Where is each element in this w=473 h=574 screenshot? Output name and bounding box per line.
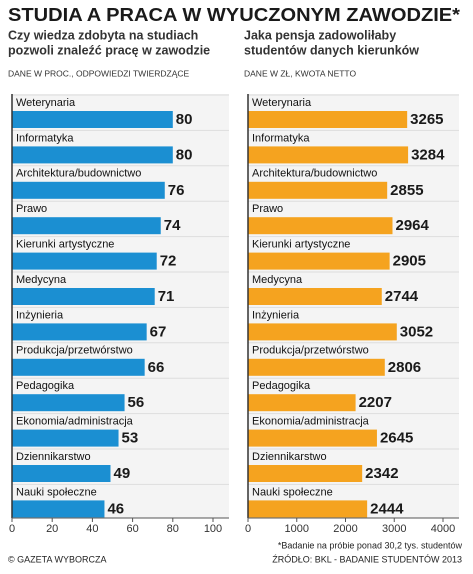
category-label: Pedagogika: [252, 380, 311, 392]
bar: [12, 181, 165, 199]
bar: [248, 217, 393, 235]
category-label: Weterynaria: [252, 97, 312, 109]
x-tick-label: 1000: [285, 523, 309, 535]
value-label: 76: [168, 182, 185, 199]
category-label: Inżynieria: [252, 309, 300, 321]
category-label: Produkcja/przetwórstwo: [252, 345, 369, 357]
category-label: Kierunki artystyczne: [16, 239, 114, 251]
category-label: Prawo: [252, 203, 283, 215]
category-label: Produkcja/przetwórstwo: [16, 345, 133, 357]
credit: © GAZETA WYBORCZA: [8, 554, 106, 564]
chart-subtitle: pozwoli znaleźć pracę w zawodzie: [8, 43, 210, 57]
bar: [12, 500, 105, 518]
value-label: 53: [122, 430, 139, 447]
category-label: Architektura/budownictwo: [252, 168, 377, 180]
value-label: 3052: [400, 323, 433, 340]
chart-note: DANE W ZŁ, KWOTA NETTO: [244, 68, 356, 78]
x-tick-label: 20: [46, 523, 58, 535]
bar: [248, 323, 397, 341]
bar: [248, 394, 356, 412]
value-label: 80: [176, 111, 193, 128]
category-label: Dziennikarstwo: [252, 451, 327, 463]
value-label: 2905: [393, 253, 426, 270]
bar: [12, 252, 157, 270]
plot-background: [248, 94, 459, 518]
bar: [12, 394, 125, 412]
bar: [12, 146, 173, 164]
x-tick-label: 0: [245, 523, 251, 535]
value-label: 3265: [410, 111, 443, 128]
chart-subtitle: studentów danych kierunków: [244, 43, 419, 57]
category-label: Medycyna: [252, 274, 303, 286]
bar: [12, 111, 173, 128]
value-label: 66: [148, 359, 165, 376]
value-label: 3284: [411, 146, 445, 163]
value-label: 71: [158, 288, 175, 305]
value-label: 80: [176, 146, 193, 163]
bar: [248, 500, 368, 518]
value-label: 72: [160, 253, 177, 270]
category-label: Nauki społeczne: [16, 486, 97, 498]
value-label: 67: [150, 323, 167, 340]
category-label: Prawo: [16, 203, 47, 215]
source: ŹRÓDŁO: BKL - BADANIE STUDENTÓW 2013: [272, 554, 462, 564]
category-label: Kierunki artystyczne: [252, 239, 350, 251]
value-label: 74: [164, 217, 181, 234]
bar: [12, 288, 155, 305]
category-label: Inżynieria: [16, 309, 64, 321]
x-tick-label: 80: [167, 523, 179, 535]
value-label: 2342: [365, 465, 398, 482]
category-label: Pedagogika: [16, 380, 75, 392]
value-label: 2964: [395, 217, 429, 234]
bar: [248, 288, 382, 305]
category-label: Architektura/budownictwo: [16, 168, 141, 180]
value-label: 2207: [359, 394, 392, 411]
category-label: Nauki społeczne: [252, 486, 333, 498]
value-label: 2806: [388, 359, 421, 376]
category-label: Informatyka: [16, 132, 74, 144]
x-tick-label: 3000: [382, 523, 406, 535]
x-tick-label: 4000: [431, 523, 455, 535]
category-label: Medycyna: [16, 274, 67, 286]
bar: [12, 429, 119, 447]
category-label: Dziennikarstwo: [16, 451, 91, 463]
bar: [248, 252, 390, 270]
bar: [248, 465, 363, 482]
x-tick-label: 40: [86, 523, 98, 535]
bar: [12, 358, 145, 376]
category-label: Ekonomia/administracja: [16, 416, 134, 428]
x-tick-label: 60: [126, 523, 138, 535]
category-label: Weterynaria: [16, 97, 76, 109]
bar: [12, 217, 161, 235]
value-label: 2855: [390, 182, 423, 199]
category-label: Ekonomia/administracja: [252, 416, 370, 428]
value-label: 2645: [380, 430, 413, 447]
value-label: 56: [128, 394, 145, 411]
bar: [248, 358, 385, 376]
x-tick-label: 100: [204, 523, 222, 535]
value-label: 46: [107, 500, 124, 517]
bar: [248, 429, 377, 447]
value-label: 2444: [370, 500, 404, 517]
bar: [248, 111, 408, 128]
bar: [12, 465, 111, 482]
x-tick-label: 2000: [333, 523, 357, 535]
value-label: 2744: [385, 288, 419, 305]
value-label: 49: [113, 465, 130, 482]
page-title: STUDIA A PRACA W WYUCZONYM ZAWODZIE*: [8, 5, 460, 25]
category-label: Informatyka: [252, 132, 310, 144]
chart-subtitle: Czy wiedza zdobyta na studiach: [8, 28, 198, 42]
bar: [248, 181, 388, 199]
chart-subtitle: Jaka pensja zadowoliłaby: [244, 28, 396, 42]
chart-note: DANE W PROC., ODPOWIEDZI TWIERDZĄCE: [8, 68, 190, 78]
x-tick-label: 0: [9, 523, 15, 535]
bar: [12, 323, 147, 341]
plot-background: [12, 94, 229, 518]
bar: [248, 146, 409, 164]
footnote: *Badanie na próbie ponad 30,2 tys. stude…: [278, 540, 463, 550]
